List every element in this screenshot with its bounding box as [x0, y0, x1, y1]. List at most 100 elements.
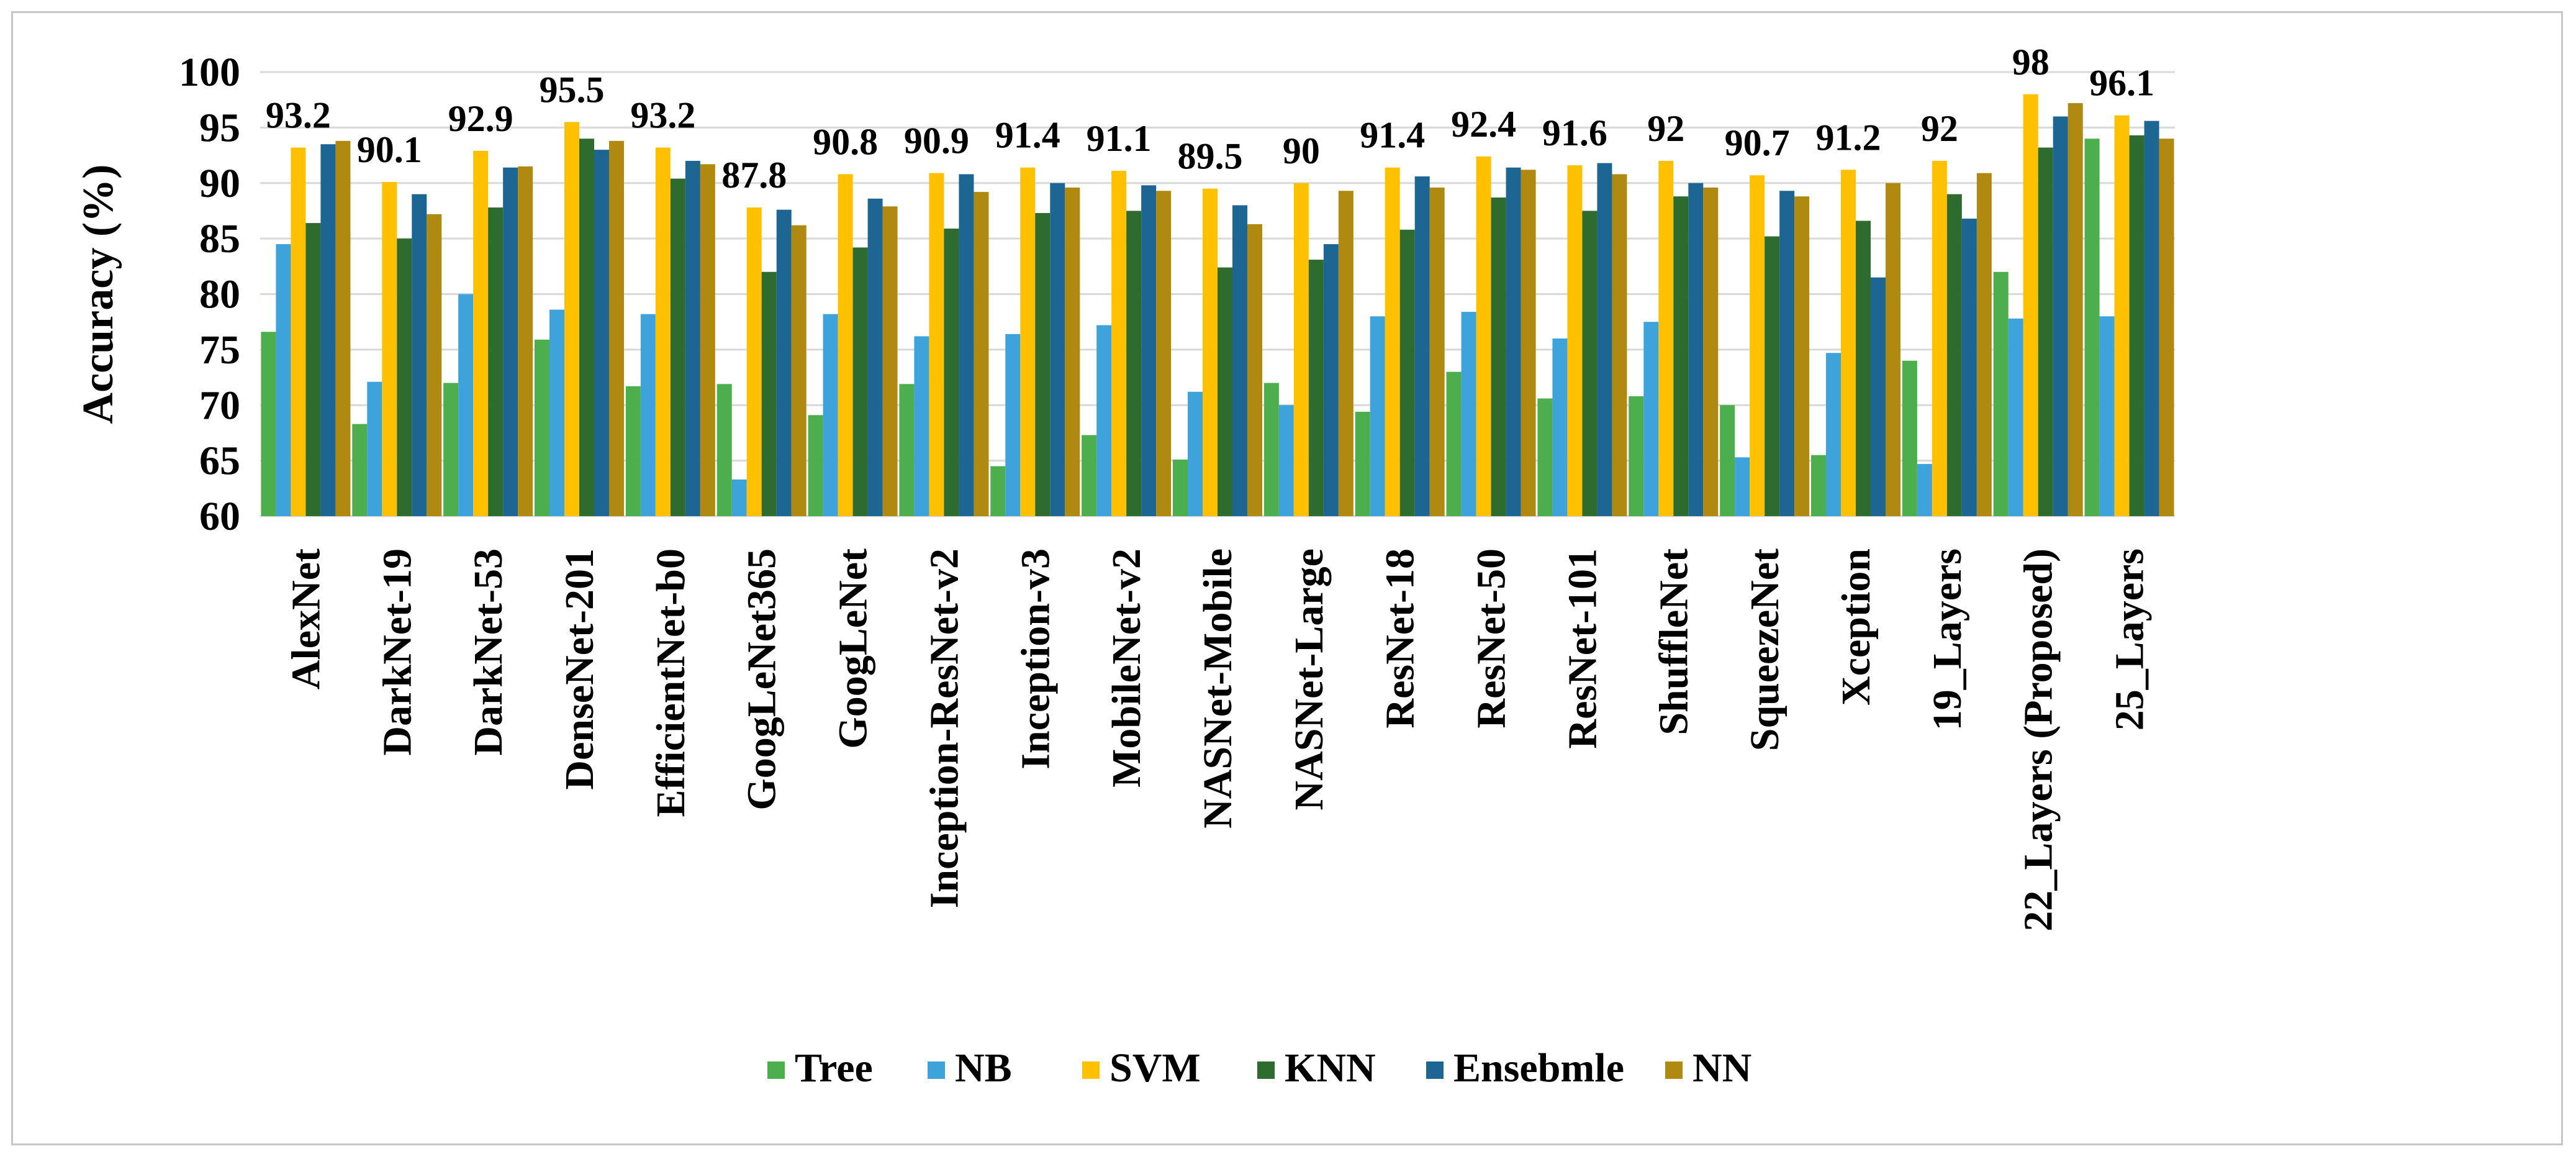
bar-ensebmle: [1871, 277, 1886, 516]
bar-nn: [1794, 196, 1810, 516]
bar-knn: [670, 178, 685, 517]
bar-svm: [291, 147, 306, 517]
bar-nb: [2008, 318, 2023, 516]
bar-tree: [1993, 271, 2009, 516]
bar-knn: [2129, 135, 2144, 516]
data-label: 92: [1647, 108, 1684, 149]
bar-knn: [852, 247, 868, 516]
bar-nn: [1065, 187, 1080, 516]
bar-ensebmle: [1506, 167, 1521, 517]
category-label: ResNet-101: [1560, 548, 1605, 749]
bar-nn: [427, 214, 442, 516]
legend: Tree NB SVM KNN Ensebmle NN: [767, 1045, 1751, 1091]
bar-svm: [1932, 161, 1947, 516]
bar-nn: [1429, 187, 1445, 516]
legend-swatch-knn: [1257, 1061, 1275, 1079]
bar-tree: [1082, 435, 1097, 516]
bar-nn: [1247, 224, 1262, 516]
bar-nn: [518, 166, 533, 516]
bar-svm: [1841, 170, 1856, 516]
y-axis-ticks: 60 65 70 75 80 85 90 95 100: [179, 50, 240, 539]
bar-knn: [1765, 236, 1780, 516]
legend-swatch-ensebmle: [1426, 1061, 1444, 1079]
bar-ensebmle: [503, 167, 518, 517]
data-label: 90.1: [357, 129, 422, 170]
bar-tree: [1355, 411, 1370, 516]
category-label: Xception: [1833, 548, 1879, 706]
bar-ensebmle: [2144, 120, 2159, 516]
legend-label-svm: SVM: [1109, 1045, 1201, 1091]
chart-frame: 93.2 90.1 92.9 95.5 93.2 87.8 90.8 90.9 91.4 91.1…: [11, 11, 2563, 1145]
bar-nb: [823, 314, 838, 516]
bar-ensebmle: [1323, 244, 1339, 516]
bar-ensebmle: [2053, 116, 2068, 516]
bar-ensebmle: [685, 161, 700, 516]
data-label: 92: [1921, 108, 1958, 149]
bar-knn: [1399, 229, 1415, 516]
bar-nn: [2159, 139, 2174, 516]
bar-nn: [1612, 174, 1627, 516]
bar-svm: [746, 207, 762, 516]
bar-knn: [1673, 196, 1689, 516]
bar-nb: [731, 480, 747, 516]
y-axis-label: Accuracy (%): [75, 165, 122, 424]
bar-svm: [473, 150, 489, 517]
category-label: ResNet-18: [1378, 548, 1423, 729]
bar-svm: [382, 181, 397, 516]
bar-tree: [1173, 459, 1188, 516]
category-label: 25_Layers: [2107, 548, 2153, 730]
bar-nn: [1703, 187, 1719, 516]
y-tick-label: 100: [179, 50, 240, 95]
bar-knn: [2038, 147, 2053, 517]
bar-nb: [367, 381, 382, 516]
bar-ensebmle: [867, 198, 883, 516]
bar-nb: [276, 244, 291, 516]
bar-nb: [640, 314, 656, 516]
bar-knn: [1308, 260, 1324, 516]
bar-ensebmle: [1597, 163, 1612, 516]
y-tick-label: 65: [199, 439, 240, 484]
category-label: ResNet-50: [1469, 548, 1514, 729]
legend-label-nb: NB: [955, 1045, 1012, 1091]
bar-knn: [1126, 211, 1142, 516]
bar-series: [261, 94, 2174, 517]
data-label: 91.6: [1542, 112, 1607, 153]
bar-nn: [974, 192, 989, 516]
bar-svm: [2114, 115, 2130, 516]
bar-tree: [1720, 405, 1735, 516]
data-label: 90: [1283, 130, 1320, 171]
bar-svm: [1750, 175, 1765, 516]
bar-nb: [1735, 457, 1750, 516]
bar-ensebmle: [320, 144, 336, 516]
bar-ensebmle: [594, 150, 609, 516]
bar-nn: [2068, 103, 2083, 517]
bar-nn: [1521, 170, 1536, 516]
bar-knn: [1946, 194, 1962, 516]
bar-ensebmle: [1141, 185, 1157, 516]
bar-ensebmle: [776, 209, 792, 516]
bar-nb: [1917, 463, 1932, 516]
data-label: 98: [2012, 42, 2050, 83]
bar-ensebmle: [1050, 183, 1065, 516]
bar-nn: [1976, 173, 1992, 517]
bar-tree: [1263, 383, 1279, 516]
bar-ensebmle: [1232, 205, 1247, 516]
bar-svm: [1293, 183, 1309, 516]
bar-svm: [655, 147, 671, 517]
bar-ensebmle: [1961, 218, 1977, 516]
legend-swatch-nb: [928, 1061, 945, 1079]
data-label: 87.8: [721, 155, 787, 196]
bar-svm: [1385, 167, 1400, 517]
category-label: MobileNet-v2: [1104, 548, 1149, 788]
bar-nb: [1096, 325, 1112, 516]
legend-swatch-tree: [767, 1061, 785, 1079]
bar-tree: [1811, 455, 1826, 516]
category-label: ShuffleNet: [1651, 548, 1696, 735]
data-label: 90.7: [1725, 122, 1790, 163]
x-axis-categories: AlexNet DarkNet-19 DarkNet-53 DenseNet-201 E…: [283, 548, 2152, 932]
bar-knn: [397, 239, 412, 516]
bar-nb: [458, 294, 474, 516]
bar-tree: [1537, 398, 1553, 516]
bar-nn: [700, 164, 715, 516]
bar-nb: [1461, 312, 1476, 516]
